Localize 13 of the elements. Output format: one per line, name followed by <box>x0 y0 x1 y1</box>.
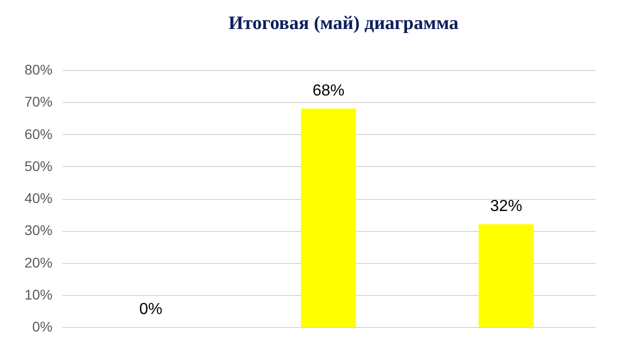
data-label: 68% <box>312 82 345 100</box>
y-tick-label: 60% <box>24 126 52 142</box>
chart-title: Итоговая (май) диаграмма <box>228 13 459 34</box>
y-tick-label: 10% <box>24 286 52 302</box>
data-label: 32% <box>490 198 522 216</box>
y-tick-label: 30% <box>24 222 52 238</box>
y-tick-label: 40% <box>24 190 52 206</box>
y-tick-label: 20% <box>24 254 52 270</box>
y-tick-label: 0% <box>32 318 52 334</box>
data-label: 0% <box>139 301 162 318</box>
y-tick-label: 50% <box>24 158 52 174</box>
y-tick-label: 70% <box>24 94 52 110</box>
y-tick-label: 80% <box>24 62 52 78</box>
